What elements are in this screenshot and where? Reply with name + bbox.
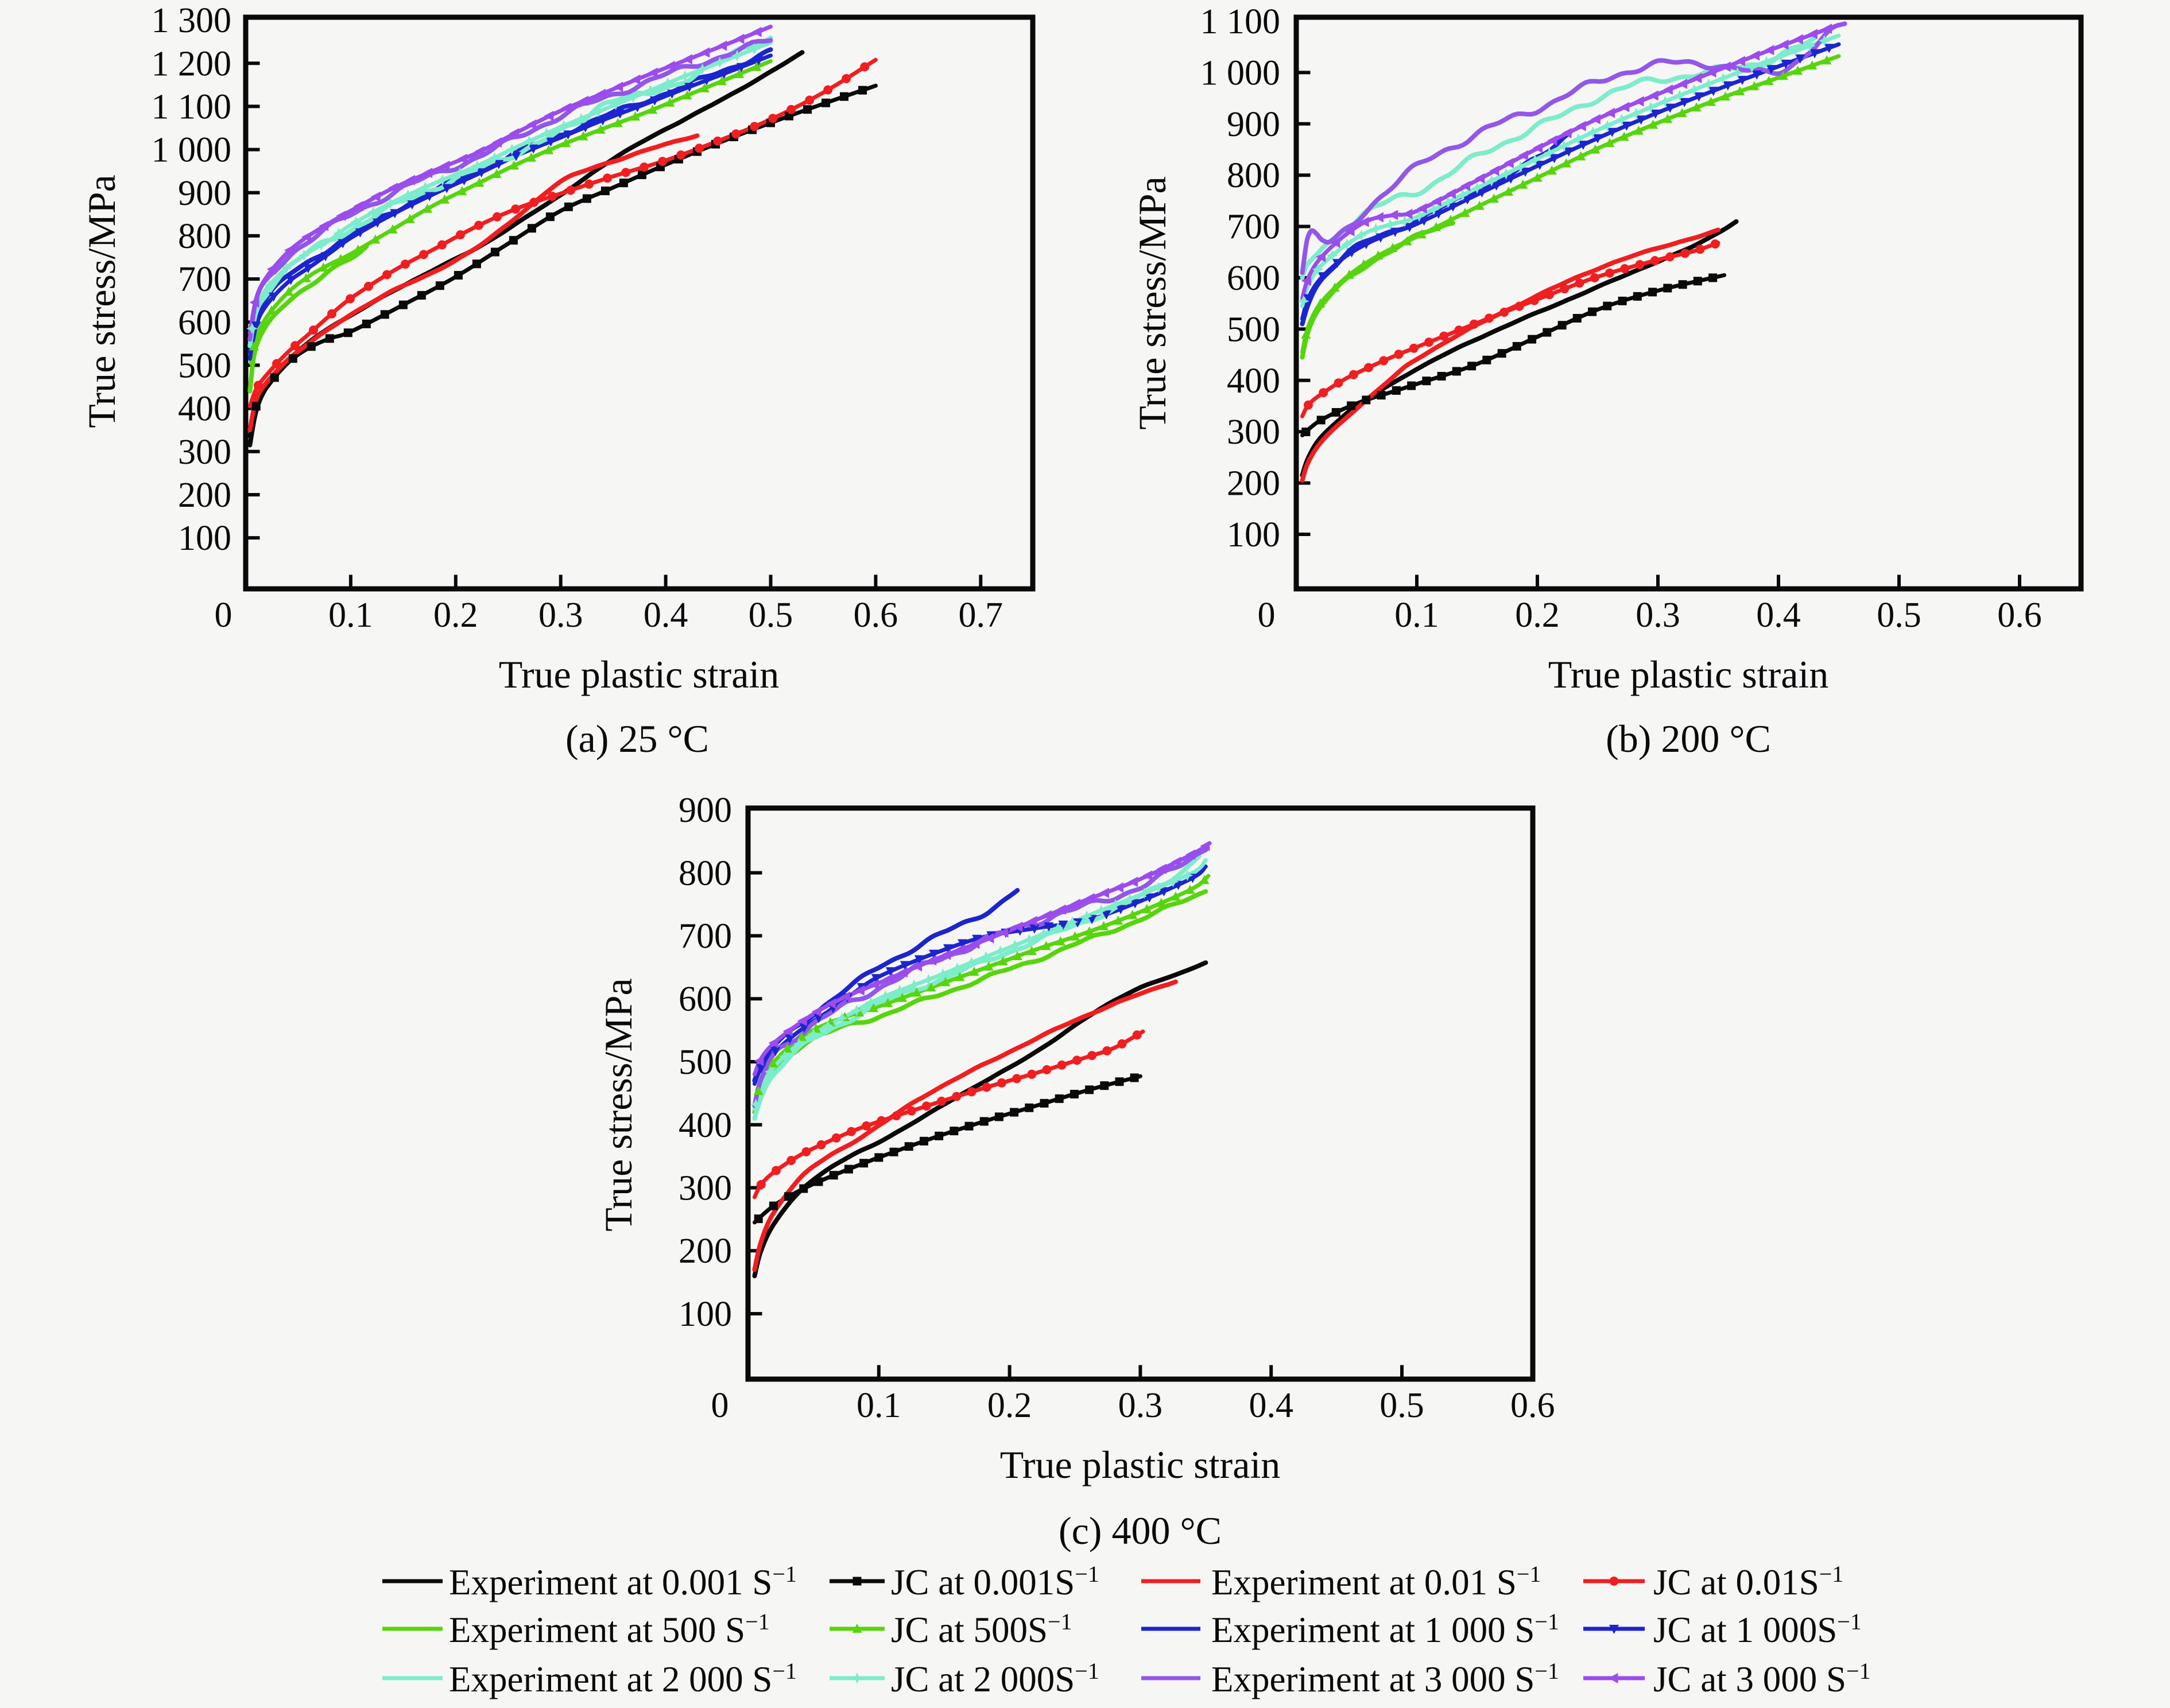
svg-text:0.3: 0.3 xyxy=(1118,1386,1163,1425)
svg-text:100: 100 xyxy=(1227,515,1280,554)
svg-text:600: 600 xyxy=(178,303,231,342)
svg-text:0: 0 xyxy=(215,596,232,635)
svg-text:0.1: 0.1 xyxy=(857,1386,901,1425)
svg-text:0.6: 0.6 xyxy=(1510,1386,1555,1425)
svg-text:0.2: 0.2 xyxy=(1515,596,1560,635)
svg-text:400: 400 xyxy=(679,1106,732,1145)
svg-text:200: 200 xyxy=(679,1232,732,1271)
svg-text:0.6: 0.6 xyxy=(854,596,898,635)
svg-text:0.5: 0.5 xyxy=(1877,596,1921,635)
svg-text:0: 0 xyxy=(1258,596,1276,635)
svg-text:Experiment at 500 S−1: Experiment at 500 S−1 xyxy=(449,1609,770,1650)
svg-text:800: 800 xyxy=(178,217,231,256)
svg-text:100: 100 xyxy=(679,1295,732,1334)
svg-text:0.5: 0.5 xyxy=(1380,1386,1424,1425)
svg-text:Experiment at 0.01 S−1: Experiment at 0.01 S−1 xyxy=(1211,1561,1541,1602)
svg-text:400: 400 xyxy=(178,390,231,429)
svg-text:0.5: 0.5 xyxy=(749,596,793,635)
svg-text:0.6: 0.6 xyxy=(1997,596,2042,635)
svg-text:100: 100 xyxy=(178,519,231,558)
svg-text:1 000: 1 000 xyxy=(1200,53,1281,92)
svg-text:0.1: 0.1 xyxy=(328,596,373,635)
svg-text:700: 700 xyxy=(1227,208,1280,247)
svg-text:JC at 0.01S−1: JC at 0.01S−1 xyxy=(1653,1561,1843,1602)
svg-text:700: 700 xyxy=(178,260,231,299)
svg-text:300: 300 xyxy=(679,1169,732,1208)
svg-text:900: 900 xyxy=(178,174,231,213)
svg-text:0.4: 0.4 xyxy=(1756,596,1801,635)
svg-text:True plastic strain: True plastic strain xyxy=(1000,1443,1281,1486)
svg-text:900: 900 xyxy=(1227,105,1280,144)
svg-text:600: 600 xyxy=(679,980,732,1019)
svg-text:True plastic strain: True plastic strain xyxy=(499,653,780,696)
svg-text:JC at 1 000S−1: JC at 1 000S−1 xyxy=(1653,1609,1862,1650)
svg-text:JC at 500S−1: JC at 500S−1 xyxy=(891,1609,1072,1650)
svg-text:JC at 2 000S−1: JC at 2 000S−1 xyxy=(891,1658,1099,1699)
svg-text:700: 700 xyxy=(679,917,732,956)
svg-text:Experiment at 2 000 S−1: Experiment at 2 000 S−1 xyxy=(449,1658,797,1699)
svg-text:Experiment at 0.001 S−1: Experiment at 0.001 S−1 xyxy=(449,1561,797,1602)
svg-text:800: 800 xyxy=(1227,156,1280,195)
svg-text:JC at 3 000 S−1: JC at 3 000 S−1 xyxy=(1653,1658,1871,1699)
svg-text:0.2: 0.2 xyxy=(433,596,478,635)
svg-text:500: 500 xyxy=(178,346,231,385)
svg-text:(a) 25 °C: (a) 25 °C xyxy=(565,717,709,760)
svg-text:800: 800 xyxy=(679,854,732,893)
svg-text:1 200: 1 200 xyxy=(152,44,232,83)
svg-text:True stress/MPa: True stress/MPa xyxy=(80,174,123,428)
svg-text:0.2: 0.2 xyxy=(987,1386,1032,1425)
svg-text:600: 600 xyxy=(1227,259,1280,298)
svg-text:0.1: 0.1 xyxy=(1394,596,1439,635)
svg-text:300: 300 xyxy=(178,433,231,472)
svg-text:1 100: 1 100 xyxy=(152,87,232,126)
svg-text:Experiment at 1 000 S−1: Experiment at 1 000 S−1 xyxy=(1211,1609,1559,1650)
svg-text:200: 200 xyxy=(1227,464,1280,503)
svg-text:(c) 400 °C: (c) 400 °C xyxy=(1059,1509,1222,1552)
svg-text:True plastic strain: True plastic strain xyxy=(1548,653,1829,696)
svg-text:200: 200 xyxy=(178,476,231,515)
svg-text:1 300: 1 300 xyxy=(152,1,232,40)
svg-text:500: 500 xyxy=(1227,310,1280,349)
svg-text:0.3: 0.3 xyxy=(538,596,583,635)
svg-text:1 000: 1 000 xyxy=(152,131,232,170)
svg-text:1 100: 1 100 xyxy=(1200,2,1281,41)
svg-text:(b) 200 °C: (b) 200 °C xyxy=(1606,717,1771,760)
svg-text:0.4: 0.4 xyxy=(1249,1386,1293,1425)
svg-text:Experiment at 3 000 S−1: Experiment at 3 000 S−1 xyxy=(1211,1658,1559,1699)
svg-text:True stress/MPa: True stress/MPa xyxy=(1130,176,1174,429)
svg-text:0.4: 0.4 xyxy=(644,596,688,635)
svg-text:True stress/MPa: True stress/MPa xyxy=(596,978,640,1231)
svg-text:0.3: 0.3 xyxy=(1636,596,1680,635)
svg-text:300: 300 xyxy=(1227,413,1280,452)
svg-text:JC at 0.001S−1: JC at 0.001S−1 xyxy=(891,1561,1099,1602)
svg-text:900: 900 xyxy=(679,791,732,830)
svg-text:0.7: 0.7 xyxy=(959,596,1003,635)
svg-text:500: 500 xyxy=(679,1043,732,1082)
svg-text:0: 0 xyxy=(711,1386,729,1425)
svg-text:400: 400 xyxy=(1227,362,1280,401)
